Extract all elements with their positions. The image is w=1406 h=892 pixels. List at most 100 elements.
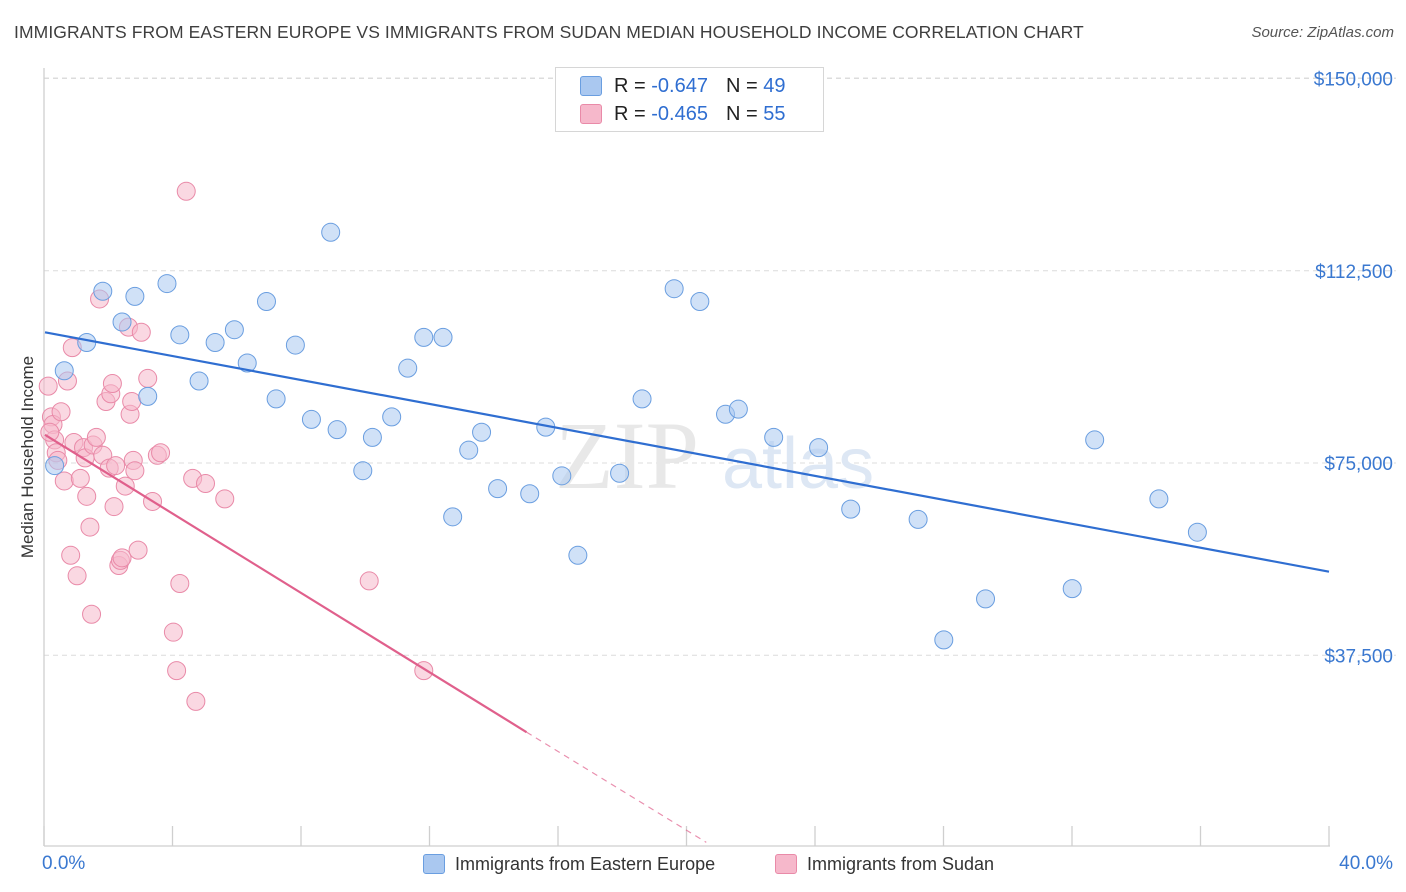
legend-r-value: -0.647 <box>651 74 708 97</box>
tick-labels: $37,500 $75,000 $112,500 $150,000 0.0% 40.0% <box>42 70 1393 875</box>
legend-r-value: -0.465 <box>651 102 708 125</box>
eastern-europe-point <box>382 407 402 427</box>
legend-row-sudan: R = -0.465 N = 55 <box>580 101 785 127</box>
eastern-europe-point <box>138 386 158 406</box>
eastern-europe-point <box>362 427 382 447</box>
sudan-point <box>51 402 71 422</box>
sudan-point <box>82 604 102 624</box>
eastern-europe-point <box>459 440 479 460</box>
sudan-point <box>128 540 148 560</box>
eastern-europe-point <box>112 312 132 332</box>
sudan-point <box>122 391 142 411</box>
eastern-europe-point <box>301 409 321 429</box>
eastern-europe-point <box>224 320 244 340</box>
eastern-europe-point <box>728 399 748 419</box>
eastern-europe-point <box>610 463 630 483</box>
eastern-europe-point <box>398 358 418 378</box>
sudan-point <box>70 468 90 488</box>
legend-n-label: N = <box>725 74 764 97</box>
legend-r-label: R = <box>614 74 652 97</box>
trendlines <box>44 331 1330 843</box>
eastern-europe-point <box>54 361 74 381</box>
chart-title: IMMIGRANTS FROM EASTERN EUROPE VS IMMIGR… <box>14 22 1084 42</box>
x-tick-label: 0.0% <box>42 853 85 874</box>
eastern-europe-point <box>809 438 829 458</box>
eastern-europe-point <box>321 222 341 242</box>
legend-n-label: N = <box>725 102 764 125</box>
legend-row-eastern-europe: R = -0.647 N = 49 <box>580 73 785 99</box>
eastern-europe-point <box>205 333 225 353</box>
sudan-point <box>170 573 190 593</box>
watermark-zip: ZIP <box>555 402 699 509</box>
eastern-europe-point <box>93 281 113 301</box>
y-tick-label: $75,000 <box>1324 454 1393 475</box>
y-tick-label: $150,000 <box>1314 70 1393 91</box>
source-label: Source: ZipAtlas.com <box>1251 24 1394 41</box>
sudan-point <box>176 181 196 201</box>
sudan-point <box>215 489 235 509</box>
eastern-europe-point <box>472 422 492 442</box>
bottom-legend-label: Immigrants from Eastern Europe <box>455 853 716 874</box>
eastern-europe-point <box>170 325 190 345</box>
eastern-europe-point <box>237 353 257 373</box>
sudan-point <box>102 374 122 394</box>
eastern-europe-point <box>488 479 508 499</box>
eastern-europe-point <box>414 327 434 347</box>
sudan-point <box>80 517 100 537</box>
eastern-europe-point <box>1062 579 1082 599</box>
eastern-europe-point <box>520 484 540 504</box>
eastern-europe-point <box>256 292 276 312</box>
sudan-point <box>61 545 81 565</box>
bottom-swatch-pink <box>775 854 797 874</box>
legend-n-value: 49 <box>763 74 786 97</box>
eastern-europe-point <box>353 461 373 481</box>
watermark: ZIP atlas <box>555 402 874 509</box>
sudan-point <box>40 422 60 442</box>
eastern-europe-point <box>664 279 684 299</box>
eastern-europe-point <box>443 507 463 527</box>
eastern-europe-point <box>764 427 784 447</box>
sudan-point <box>151 443 171 463</box>
bottom-legend-label: Immigrants from Sudan <box>807 853 995 874</box>
eastern-europe-point <box>841 499 861 519</box>
sudan-point <box>38 376 58 396</box>
legend-n-value: 55 <box>763 102 786 125</box>
eastern-europe-point <box>433 327 453 347</box>
sudan-point <box>186 691 206 711</box>
eastern-europe-point <box>77 333 97 353</box>
eastern-europe-point <box>266 389 286 409</box>
eastern-europe-point <box>690 292 710 312</box>
eastern-europe-point <box>568 545 588 565</box>
eastern-europe-point <box>1187 522 1207 542</box>
eastern-europe-point <box>45 456 65 476</box>
sudan-point <box>196 474 215 494</box>
sudan-point <box>163 622 183 642</box>
sudan-point <box>104 497 124 517</box>
eastern-europe-point <box>552 466 572 486</box>
correlation-legend: R = -0.647 N = 49 R = -0.465 N = 55 <box>555 67 824 132</box>
eastern-europe-point <box>908 509 928 529</box>
eastern-europe-points <box>45 222 1207 650</box>
legend-swatch-pink <box>580 104 602 124</box>
sudan-point <box>125 461 145 481</box>
sudan-trendline-extension <box>526 731 707 843</box>
sudan-point <box>54 471 74 491</box>
legend-swatch-blue <box>580 76 602 96</box>
eastern-europe-point <box>1149 489 1169 509</box>
x-tick-label: 40.0% <box>1339 853 1393 874</box>
sudan-point <box>359 571 379 591</box>
sudan-point <box>77 486 97 506</box>
bottom-swatch-blue <box>423 854 445 874</box>
eastern-europe-point <box>1085 430 1105 450</box>
sudan-point <box>112 548 132 568</box>
y-tick-label: $37,500 <box>1324 646 1393 667</box>
bottom-legend-eastern-europe: Immigrants from Eastern Europe <box>423 852 715 876</box>
sudan-point <box>167 661 187 681</box>
eastern-europe-point <box>976 589 996 609</box>
sudan-point <box>86 427 106 447</box>
sudan-point <box>138 368 158 388</box>
eastern-europe-point <box>157 274 177 294</box>
sudan-point <box>67 566 87 586</box>
eastern-europe-point <box>189 371 209 391</box>
